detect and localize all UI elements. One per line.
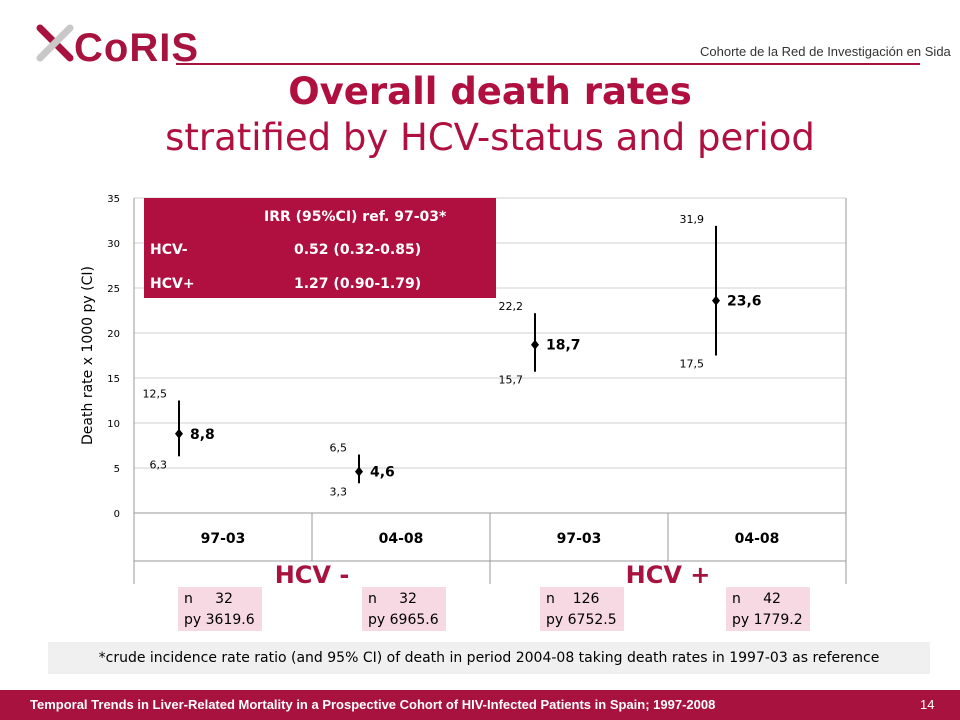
count-n: n 32 — [368, 591, 417, 607]
lower-ci-label: 17,5 — [680, 358, 705, 371]
count-py: py 3619.6 — [184, 612, 255, 628]
death-rate-chart: 0 5 10 15 20 25 30 35 Death rate x 1000 py (CI) 9… — [80, 194, 847, 589]
rate-point — [175, 428, 183, 439]
y-tick-label: 20 — [107, 329, 120, 340]
rate-point — [712, 295, 720, 306]
lower-ci-label: 6,3 — [150, 458, 168, 471]
rate-point — [531, 339, 539, 350]
group-label: HCV - — [275, 561, 350, 589]
org-name: Cohorte de la Red de Investigación en Si… — [700, 44, 951, 59]
x-category-label: 97-03 — [201, 531, 246, 547]
upper-ci-label: 12,5 — [143, 388, 168, 401]
header-rule — [176, 63, 920, 65]
count-box: n 32 py 6965.6 — [362, 587, 446, 631]
count-n: n 32 — [184, 591, 233, 607]
y-tick-label: 10 — [107, 419, 120, 430]
footnote: *crude incidence rate ratio (and 95% CI)… — [48, 642, 930, 674]
group-label: HCV + — [626, 561, 711, 589]
count-py: py 1779.2 — [732, 612, 803, 628]
coris-x-mark-icon — [36, 24, 74, 62]
irr-row-label: HCV+ — [150, 276, 195, 292]
upper-ci-label: 6,5 — [330, 442, 348, 455]
count-box: n 126 py 6752.5 — [540, 587, 624, 631]
y-axis-label: Death rate x 1000 py (CI) — [80, 266, 96, 445]
count-box: n 32 py 3619.6 — [178, 587, 262, 631]
x-category-label: 97-03 — [557, 531, 602, 547]
count-n: n 126 — [546, 591, 600, 607]
count-n: n 42 — [732, 591, 781, 607]
page-number: 14 — [920, 697, 935, 712]
x-category-label: 04-08 — [379, 531, 424, 547]
y-tick-label: 0 — [114, 509, 120, 520]
y-tick-label: 35 — [107, 194, 120, 205]
rate-label: 23,6 — [727, 294, 762, 310]
count-box: n 42 py 1779.2 — [726, 587, 810, 631]
upper-ci-label: 22,2 — [499, 300, 524, 313]
footer-text: Temporal Trends in Liver-Related Mortali… — [30, 697, 716, 712]
irr-row-value: 0.52 (0.32-0.85) — [294, 242, 422, 258]
page-subtitle: stratified by HCV-status and period — [165, 116, 815, 159]
page-title: Overall death rates — [288, 70, 692, 113]
count-py: py 6965.6 — [368, 612, 439, 628]
y-tick-label: 15 — [107, 374, 120, 385]
y-tick-label: 30 — [107, 239, 120, 250]
lower-ci-label: 3,3 — [330, 485, 348, 498]
lower-ci-label: 15,7 — [499, 374, 524, 387]
upper-ci-label: 31,9 — [680, 213, 705, 226]
y-tick-label: 5 — [114, 464, 120, 475]
rate-label: 4,6 — [370, 465, 395, 481]
rate-point — [355, 466, 363, 477]
rate-label: 8,8 — [190, 427, 215, 443]
coris-logo — [36, 22, 206, 72]
irr-row-label: HCV- — [150, 242, 188, 258]
irr-table: IRR (95%CI) ref. 97-03* HCV- 0.52 (0.32-… — [144, 198, 496, 298]
rate-label: 18,7 — [546, 338, 581, 354]
y-tick-label: 25 — [107, 284, 120, 295]
irr-table-header: IRR (95%CI) ref. 97-03* — [264, 209, 447, 225]
count-py: py 6752.5 — [546, 612, 617, 628]
footer-bar: Temporal Trends in Liver-Related Mortali… — [0, 690, 960, 720]
x-category-label: 04-08 — [735, 531, 780, 547]
irr-row-value: 1.27 (0.90-1.79) — [294, 276, 422, 292]
logo-text: CoRIS — [74, 26, 199, 70]
